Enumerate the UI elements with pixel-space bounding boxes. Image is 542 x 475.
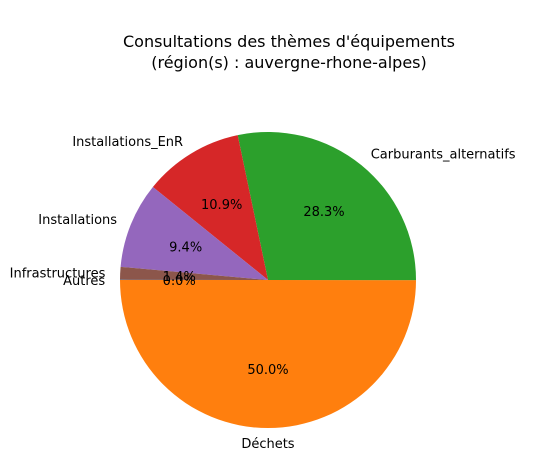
chart-title-line-2: (région(s) : auvergne-rhone-alpes) bbox=[151, 53, 427, 72]
pie-label-autres: Autres bbox=[63, 274, 105, 289]
pie-slice-carburants-alternatifs bbox=[237, 131, 416, 281]
pie-pct-installations: 9.4% bbox=[169, 241, 202, 256]
pie-pct-d-chets: 50.0% bbox=[247, 363, 288, 378]
pie-pct-infrastructures: 1.4% bbox=[163, 270, 196, 285]
pie-slice-infrastructures bbox=[120, 266, 268, 280]
pie-slice-installations-enr bbox=[152, 135, 268, 280]
chart-title-line-1: Consultations des thèmes d'équipements bbox=[123, 32, 455, 51]
pie-label-installations-enr: Installations_EnR bbox=[72, 135, 183, 150]
pie-slice-installations bbox=[120, 186, 268, 280]
pie-pct-carburants-alternatifs: 28.3% bbox=[303, 205, 344, 220]
pie-slice-d-chets bbox=[119, 280, 416, 429]
pie-slices bbox=[119, 131, 416, 429]
pie-pct-installations-enr: 10.9% bbox=[201, 198, 242, 213]
pie-pct-autres: 0.0% bbox=[163, 274, 196, 289]
pie-labels: Déchets 50.0% Carburants_alternatifs 28.3% I… bbox=[10, 135, 516, 452]
pie-label-carburants-alternatifs: Carburants_alternatifs bbox=[371, 148, 516, 163]
pie-label-d-chets: Déchets bbox=[241, 437, 294, 452]
pie-label-installations: Installations bbox=[38, 213, 117, 228]
pie-label-infrastructures: Infrastructures bbox=[10, 267, 106, 282]
